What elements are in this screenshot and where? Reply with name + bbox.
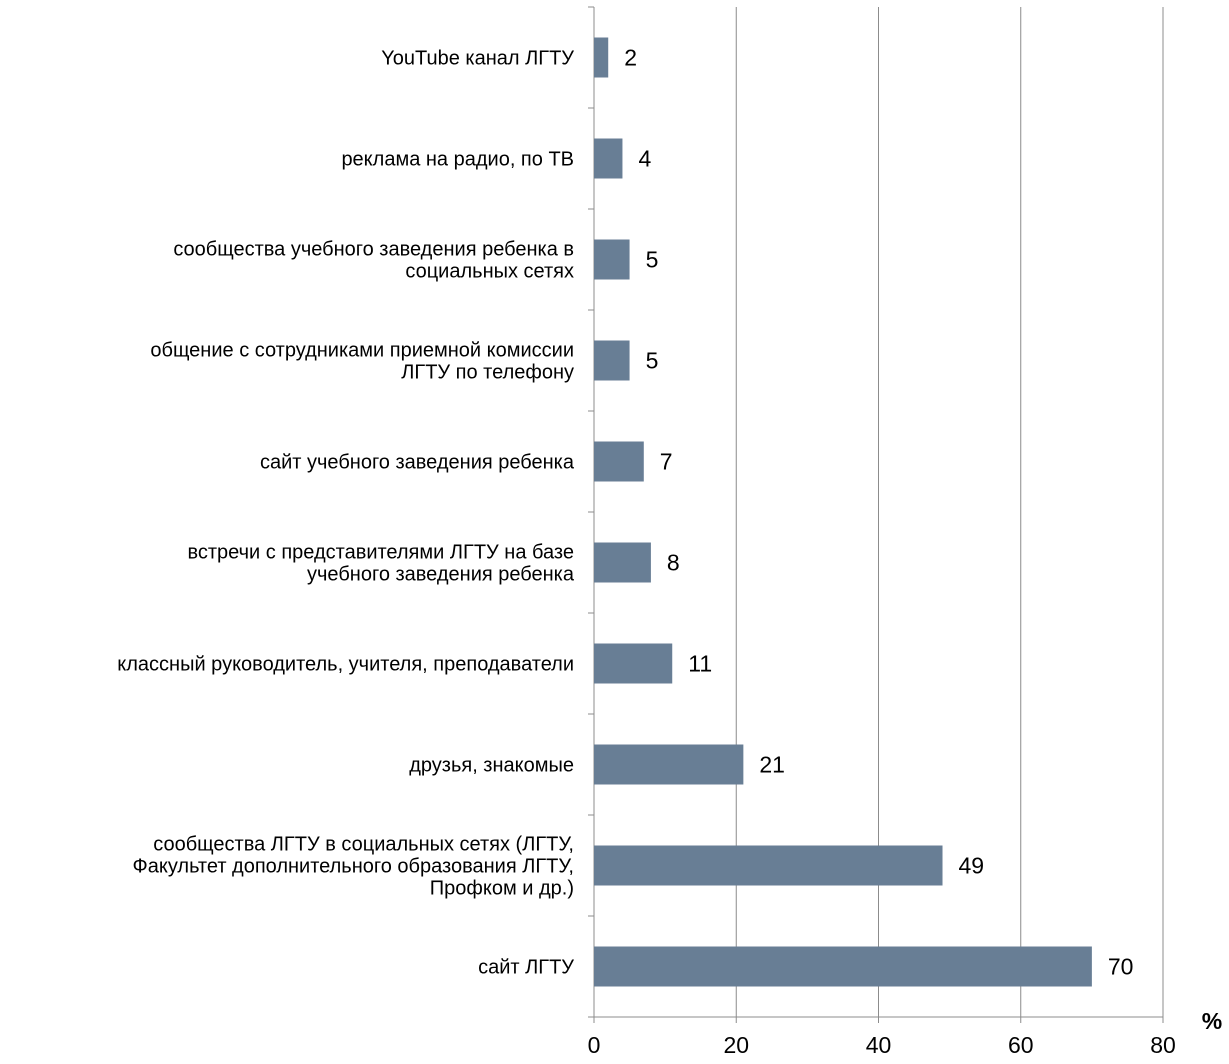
bar-value-label: 21 xyxy=(759,752,785,778)
bar xyxy=(594,138,623,179)
bar-value-label: 11 xyxy=(688,651,712,677)
category-label: классный руководитель, учителя, преподав… xyxy=(117,654,574,676)
bar-value-label: 5 xyxy=(646,247,659,273)
bar xyxy=(594,441,644,482)
bar-value-label: 5 xyxy=(646,348,659,374)
bar-value-label: 8 xyxy=(667,550,680,576)
category-label: сайт учебного заведения ребенка xyxy=(260,452,575,474)
bar xyxy=(594,37,609,78)
x-tick-label: 0 xyxy=(588,1032,601,1058)
x-axis-unit-label: % xyxy=(1202,1008,1222,1034)
category-label: общение с сотрудниками приемной комиссии xyxy=(150,340,574,362)
category-label: Факультет дополнительного образования ЛГ… xyxy=(133,856,574,878)
category-label: учебного заведения ребенка xyxy=(307,564,575,586)
bar-value-label: 2 xyxy=(624,45,637,71)
category-label: YouTube канал ЛГТУ xyxy=(381,48,574,70)
category-label: ЛГТУ по телефону xyxy=(401,362,574,384)
bar-value-label: 4 xyxy=(638,146,651,172)
category-label: друзья, знакомые xyxy=(409,755,574,777)
category-label: сообщества ЛГТУ в социальных сетях (ЛГТУ… xyxy=(153,834,574,856)
category-label: социальных сетях xyxy=(405,261,574,283)
bars-layer xyxy=(594,37,1092,987)
bar xyxy=(594,542,651,583)
bar-value-label: 7 xyxy=(660,449,673,475)
bar xyxy=(594,340,630,381)
bar-value-label: 70 xyxy=(1108,954,1134,980)
x-tick-label: 20 xyxy=(723,1032,749,1058)
x-tick-label: 80 xyxy=(1150,1032,1176,1058)
bar xyxy=(594,946,1092,987)
bar-value-label: 49 xyxy=(959,853,985,879)
axis-layer: 0 20 40 60 80 xyxy=(588,6,1176,1058)
category-label: встречи с представителями ЛГТУ на базе xyxy=(187,542,574,564)
labels-layer: 2 YouTube канал ЛГТУ 4 реклама на радио, по… xyxy=(117,45,1133,980)
category-label: реклама на радио, по ТВ xyxy=(341,149,574,171)
bar xyxy=(594,239,630,280)
bar xyxy=(594,845,943,886)
bar xyxy=(594,744,744,785)
x-tick-label: 40 xyxy=(866,1032,892,1058)
category-label: Профком и др.) xyxy=(430,878,574,900)
bar xyxy=(594,643,673,684)
category-label: сообщества учебного заведения ребенка в xyxy=(173,239,574,261)
x-tick-label: 60 xyxy=(1008,1032,1034,1058)
category-label: сайт ЛГТУ xyxy=(478,957,574,979)
